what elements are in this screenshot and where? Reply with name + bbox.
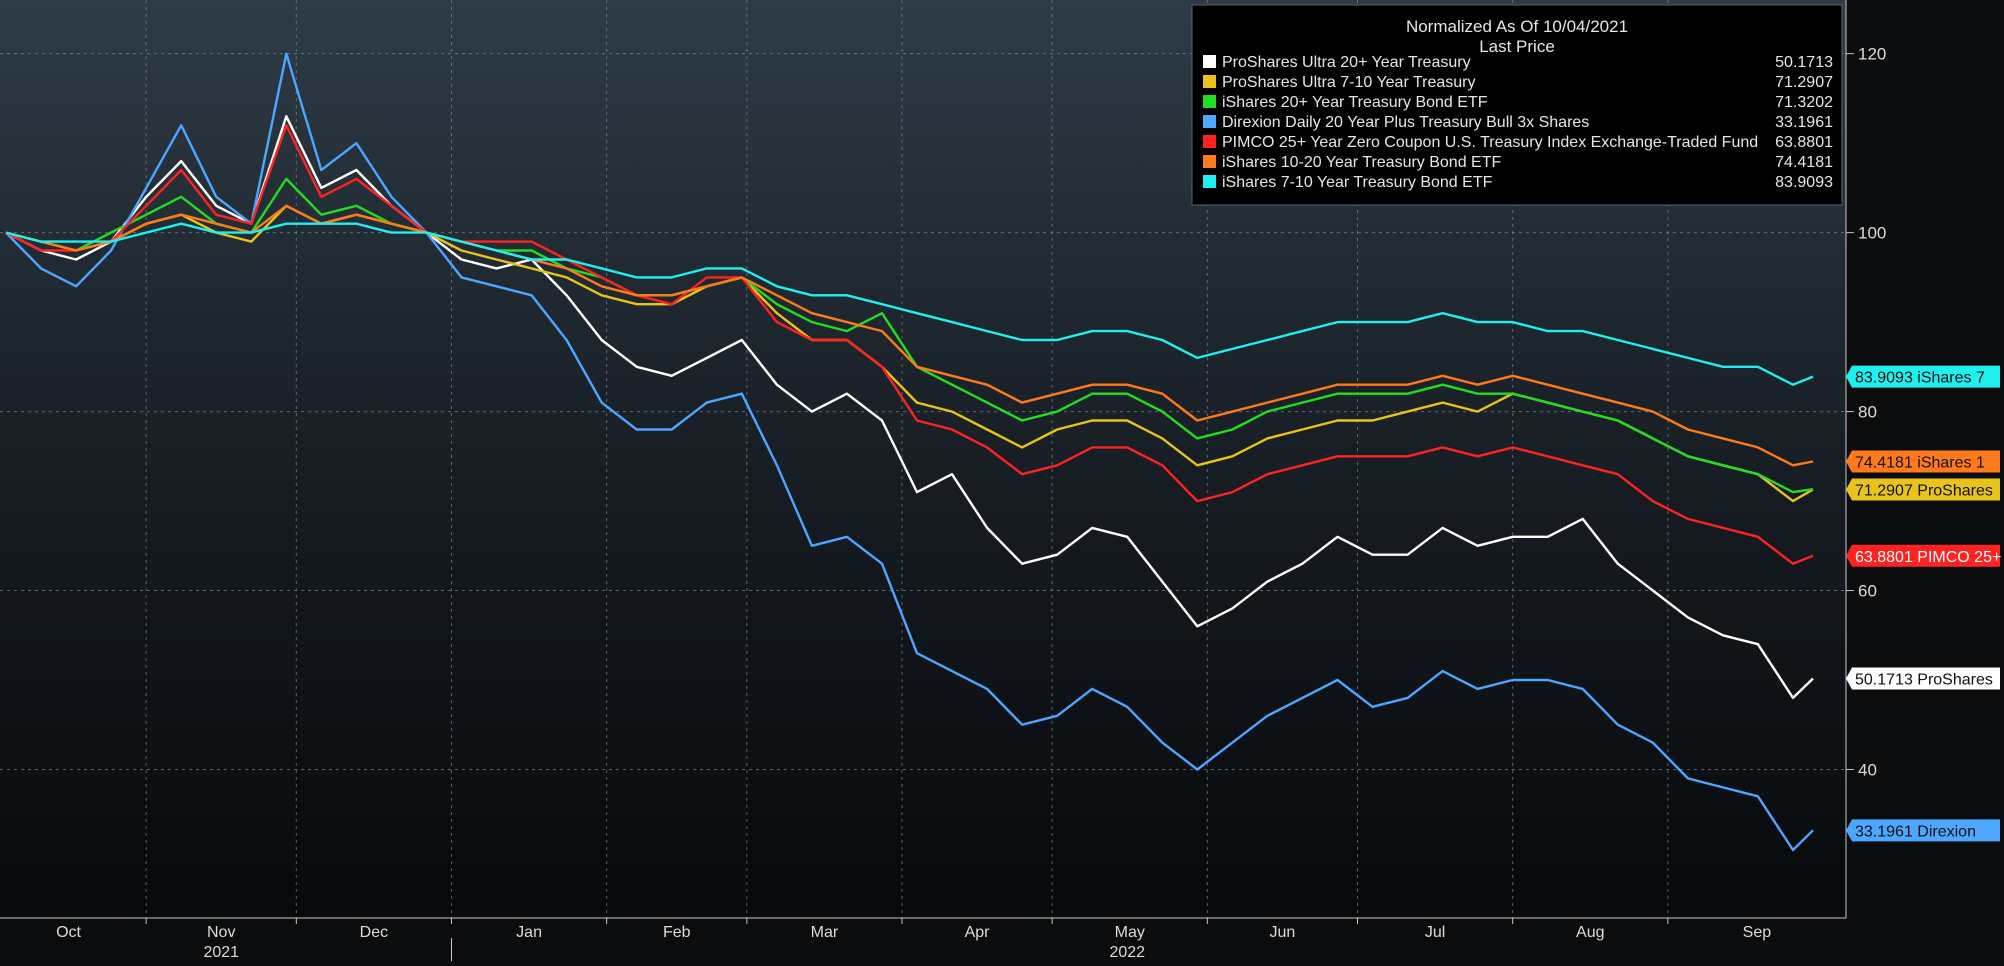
tag-text: 63.8801 PIMCO 25+ [1855, 549, 2001, 566]
x-tick-label: Dec [360, 924, 388, 941]
legend-last-value: 50.1713 [1775, 54, 1833, 71]
tag-background [1846, 819, 2000, 842]
y-tick-label: 60 [1858, 582, 1877, 601]
legend-last-value: 71.2907 [1775, 74, 1833, 91]
legend-item: PIMCO 25+ Year Zero Coupon U.S. Treasury… [1203, 134, 1833, 151]
legend-series-name: iShares 7-10 Year Treasury Bond ETF [1222, 174, 1493, 191]
legend-last-value: 33.1961 [1775, 114, 1833, 131]
x-tick-label: Oct [56, 924, 81, 941]
legend-swatch [1203, 55, 1216, 68]
x-tick-label: Feb [663, 924, 691, 941]
legend-series-name: iShares 10-20 Year Treasury Bond ETF [1222, 154, 1501, 171]
legend: Normalized As Of 10/04/2021 Last Price P… [1191, 4, 1843, 206]
tag-background [1846, 365, 2000, 388]
series-line [5, 222, 1814, 386]
legend-last-value: 74.4181 [1775, 154, 1833, 171]
legend-item: ProShares Ultra 20+ Year Treasury 50.1713 [1203, 54, 1833, 71]
legend-last-value: 83.9093 [1775, 174, 1833, 191]
last-value-tag: 63.8801 PIMCO 25+ [1846, 544, 2001, 567]
legend-last-value: 71.3202 [1775, 94, 1833, 111]
year-label: 2021 [203, 944, 239, 961]
tag-background [1846, 478, 2000, 501]
legend-item: ProShares Ultra 7-10 Year Treasury 71.290… [1203, 74, 1833, 91]
x-tick-label: Sep [1743, 924, 1772, 941]
chart-subtitle: Last Price [1479, 37, 1555, 56]
y-tick-label: 40 [1858, 760, 1877, 779]
last-value-tag: 83.9093 iShares 7 [1846, 365, 2000, 388]
tag-background [1846, 667, 2000, 690]
x-tick-label: Jan [516, 924, 542, 941]
x-tick-label: Jul [1425, 924, 1445, 941]
x-tick-label: Aug [1576, 924, 1604, 941]
last-value-tag: 74.4181 iShares 1 [1846, 450, 2000, 473]
series-line [5, 204, 1814, 467]
tag-text: 71.2907 ProShares [1855, 483, 1993, 500]
tag-background [1846, 450, 2000, 473]
legend-item: iShares 7-10 Year Treasury Bond ETF 83.90… [1203, 174, 1833, 191]
legend-swatch [1203, 135, 1216, 148]
tag-text: 33.1961 Direxion [1855, 823, 1976, 840]
legend-swatch [1203, 95, 1216, 108]
y-tick-label: 100 [1858, 224, 1886, 243]
legend-series-name: iShares 20+ Year Treasury Bond ETF [1222, 94, 1488, 111]
x-tick-label: May [1115, 924, 1145, 941]
x-tick-label: Apr [965, 924, 991, 941]
gridlines [0, 0, 1846, 918]
series-line [5, 124, 1814, 565]
legend-box [1191, 4, 1843, 206]
y-tick-label: 120 [1858, 45, 1886, 64]
x-tick-label: Jun [1270, 924, 1296, 941]
series-line [5, 115, 1814, 700]
series-lines [5, 52, 1814, 852]
tag-background [1846, 544, 2000, 567]
year-label: 2022 [1109, 944, 1145, 961]
legend-item: Direxion Daily 20 Year Plus Treasury Bul… [1203, 114, 1833, 131]
legend-series-name: ProShares Ultra 7-10 Year Treasury [1222, 74, 1475, 91]
legend-swatch [1203, 155, 1216, 168]
last-value-tag: 71.2907 ProShares [1846, 478, 2000, 501]
axes: 40 60 80 100 120 Oct Nov Dec Jan Feb Mar Apr May Jun J… [0, 0, 1886, 961]
legend-item: iShares 10-20 Year Treasury Bond ETF 74.4… [1203, 154, 1833, 171]
chart-title: Normalized As Of 10/04/2021 [1406, 17, 1628, 36]
tag-text: 83.9093 iShares 7 [1855, 370, 1985, 387]
legend-item: iShares 20+ Year Treasury Bond ETF 71.320… [1203, 94, 1833, 111]
last-value-tag: 33.1961 Direxion [1846, 819, 2000, 842]
tag-text: 50.1713 ProShares [1855, 671, 1993, 688]
legend-last-value: 63.8801 [1775, 134, 1833, 151]
last-value-tags: 83.9093 iShares 7 74.4181 iShares 1 71.290… [1846, 365, 2001, 842]
series-line [5, 52, 1814, 852]
last-value-tag: 50.1713 ProShares [1846, 667, 2000, 690]
x-tick-label: Mar [811, 924, 839, 941]
legend-series-name: ProShares Ultra 20+ Year Treasury [1222, 54, 1471, 71]
legend-swatch [1203, 115, 1216, 128]
legend-series-name: PIMCO 25+ Year Zero Coupon U.S. Treasury… [1222, 134, 1758, 151]
x-tick-label: Nov [207, 924, 235, 941]
legend-swatch [1203, 75, 1216, 88]
tag-text: 74.4181 iShares 1 [1855, 455, 1985, 472]
legend-series-name: Direxion Daily 20 Year Plus Treasury Bul… [1222, 114, 1589, 131]
legend-swatch [1203, 175, 1216, 188]
y-tick-label: 80 [1858, 403, 1877, 422]
